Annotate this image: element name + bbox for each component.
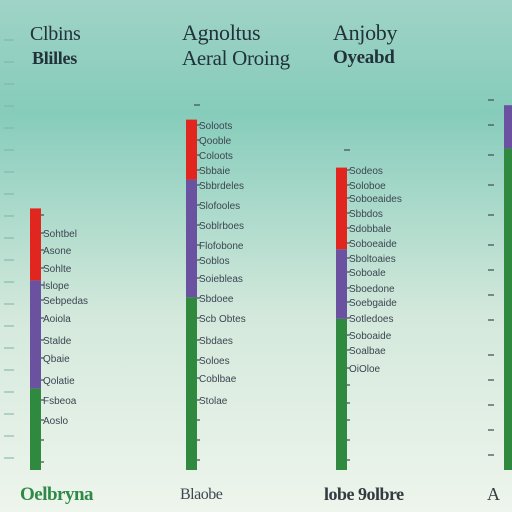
tick-label: Soboale xyxy=(349,268,386,279)
tick-label: Sodeos xyxy=(349,166,383,177)
tick-label: Sbbaie xyxy=(199,166,231,177)
panel-1-title-line1: Clbins xyxy=(30,23,81,45)
bar-segment xyxy=(336,167,347,250)
tick-label: Soloboe xyxy=(349,181,386,192)
tick-label: Soboeaides xyxy=(349,194,402,205)
bar-segment xyxy=(30,388,41,470)
tick-label: Sboedone xyxy=(349,284,395,295)
bottom-label-4: A xyxy=(487,484,500,504)
panel-3-title-line2: Oyeabd xyxy=(333,47,395,68)
bottom-label-3: lobe 9olbre xyxy=(324,484,404,504)
tick-label: Sotledoes xyxy=(349,314,393,325)
bottom-label-2: Blaobe xyxy=(180,486,223,503)
tick-label: Aoslo xyxy=(43,416,68,427)
bar-segment xyxy=(336,249,347,319)
tick-label: Fsbeoa xyxy=(43,396,77,407)
panel-3-title-line1: Anjoby xyxy=(333,20,398,45)
tick-label: lslope xyxy=(43,281,70,292)
tick-label: Sbdaes xyxy=(199,336,233,347)
bar-segment xyxy=(504,105,512,149)
tick-label: Sbdoee xyxy=(199,294,234,305)
tick-label: Soblos xyxy=(199,256,230,267)
tick-label: Qooble xyxy=(199,136,232,147)
tick-label: Qolatie xyxy=(43,376,75,387)
panel-1-title-line2: Blilles xyxy=(32,48,77,68)
tick-label: Sdobbale xyxy=(349,224,392,235)
tick-label: Soebgaide xyxy=(349,298,397,309)
tick-label: Sohtbel xyxy=(43,229,77,240)
tick-label: Soiebleas xyxy=(199,274,243,285)
tick-label: OiOloe xyxy=(349,364,381,375)
bar-segment xyxy=(336,318,347,470)
tick-label: Soloes xyxy=(199,356,230,367)
bar-segment xyxy=(504,148,512,470)
tick-label: Coblbae xyxy=(199,374,237,385)
tick-label: Sbbdos xyxy=(349,209,383,220)
bar-segment xyxy=(30,208,41,281)
bar-segment xyxy=(186,297,197,470)
tick-label: Sboltoaies xyxy=(349,254,396,265)
tick-label: Sohlte xyxy=(43,264,72,275)
tick-label: Slofooles xyxy=(199,201,240,212)
tick-label: Soloots xyxy=(199,121,232,132)
tick-label: Soblrboes xyxy=(199,221,244,232)
tick-label: Aoiola xyxy=(43,314,71,325)
panel-2-title-line1: Agnoltus xyxy=(182,20,261,45)
bottom-label-1: Oelbryna xyxy=(20,484,94,505)
bar-segment xyxy=(30,280,41,389)
tick-label: Stalde xyxy=(43,336,72,347)
bar-segment xyxy=(186,179,197,298)
tick-label: Soboaide xyxy=(349,331,392,342)
bar-segment xyxy=(186,119,197,180)
panel-2-title-line2: Aeral Oroing xyxy=(182,46,290,70)
tick-label: Soalbae xyxy=(349,346,386,357)
tick-label: Stolae xyxy=(199,396,228,407)
tick-label: Sbbrdeles xyxy=(199,181,244,192)
tick-label: Soboeaide xyxy=(349,239,397,250)
tick-label: Qbaie xyxy=(43,354,70,365)
tick-label: Scb Obtes xyxy=(199,314,246,325)
tick-label: Flofobone xyxy=(199,241,244,252)
tick-label: Asone xyxy=(43,246,72,257)
tick-label: Coloots xyxy=(199,151,233,162)
tick-label: Sebpedas xyxy=(43,296,88,307)
